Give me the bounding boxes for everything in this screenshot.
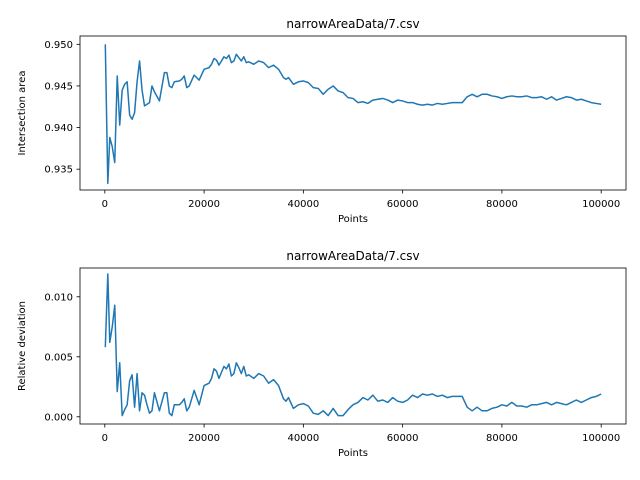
x-tick-label: 40000: [287, 199, 319, 210]
y-tick-label: 0.000: [44, 412, 73, 423]
x-tick-label: 100000: [582, 433, 620, 444]
x-axis-label: Points: [338, 448, 368, 459]
y-tick-label: 0.005: [44, 352, 73, 363]
x-tick-label: 80000: [486, 433, 518, 444]
x-tick-label: 60000: [387, 433, 419, 444]
x-axis-label: Points: [338, 214, 368, 225]
x-tick-label: 20000: [188, 199, 220, 210]
series-line: [104, 273, 602, 417]
y-tick-label: 0.010: [44, 292, 73, 303]
x-tick-label: 0: [102, 199, 108, 210]
y-tick-label: 0.950: [44, 40, 73, 51]
x-tick-label: 80000: [486, 199, 518, 210]
y-axis-label: Relative deviation: [17, 301, 28, 391]
chart-title: narrowAreaData/7.csv: [286, 249, 419, 263]
subplot-top: 0 20000 40000 60000 80000 100000 0.935 0.940 0.9…: [17, 17, 627, 225]
axes-frame: [79, 35, 627, 191]
x-tick-label: 100000: [582, 199, 620, 210]
subplot-bottom: 0 20000 40000 60000 80000 100000 0.000 0.005 0.0…: [17, 249, 627, 459]
series-line: [104, 44, 602, 185]
x-tick-label: 40000: [287, 433, 319, 444]
y-tick-label: 0.940: [44, 123, 73, 134]
y-tick-label: 0.945: [44, 81, 73, 92]
x-tick-label: 0: [102, 433, 108, 444]
y-tick-label: 0.935: [44, 165, 73, 176]
x-tick-label: 20000: [188, 433, 220, 444]
axes-frame: [79, 267, 627, 425]
chart-title: narrowAreaData/7.csv: [286, 17, 419, 31]
y-axis-label: Intersection area: [17, 71, 28, 156]
x-tick-label: 60000: [387, 199, 419, 210]
